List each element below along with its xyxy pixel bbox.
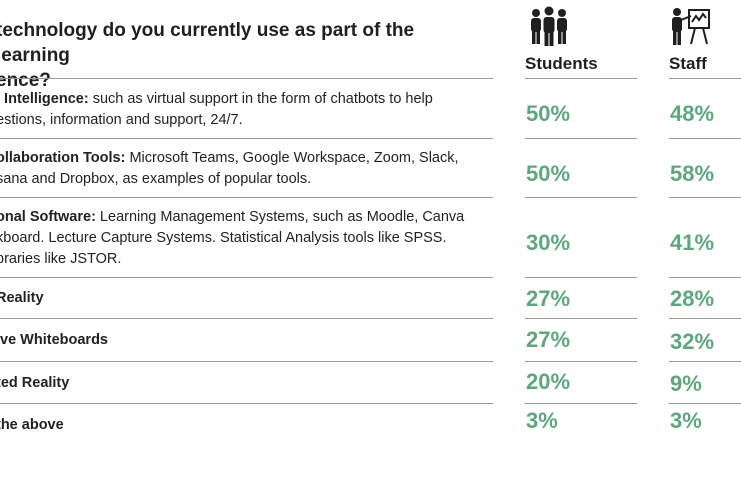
- staff-percent: 3%: [670, 408, 702, 433]
- row-divider: [0, 138, 493, 139]
- row-divider: [525, 318, 637, 319]
- row-divider: [669, 277, 741, 278]
- row-divider: [0, 277, 493, 278]
- row-divider: [0, 318, 493, 319]
- row-divider: [0, 403, 493, 404]
- row-text: onal Software: Learning Management Syste…: [0, 207, 481, 270]
- presenter-at-board-icon: [672, 8, 710, 45]
- row-divider: [669, 361, 741, 362]
- row-divider: [669, 403, 741, 404]
- row-divider: [525, 361, 637, 362]
- header-divider-staff: [669, 78, 741, 79]
- row-divider: [669, 138, 741, 139]
- group-people-icon: [531, 6, 567, 46]
- staff-percent: 28%: [670, 286, 715, 311]
- row-title: onal Software:: [0, 209, 96, 225]
- row-divider: [525, 138, 637, 139]
- header-divider: [0, 78, 493, 79]
- header-divider-students: [525, 78, 637, 79]
- row-description: Learning Management Systems, such as Moo…: [0, 209, 465, 267]
- staff-percent: 41%: [670, 230, 715, 255]
- students-percent: 27%: [526, 286, 571, 311]
- row-title: ive Whiteboards: [0, 332, 108, 348]
- row-divider: [669, 197, 741, 198]
- row-text: the above: [0, 415, 481, 436]
- students-percent: 20%: [526, 369, 571, 394]
- staff-column-header: Staff: [669, 54, 707, 73]
- row-divider: [0, 361, 493, 362]
- students-percent: 50%: [526, 161, 571, 186]
- students-percent: 27%: [526, 327, 571, 352]
- row-title: ollaboration Tools:: [0, 150, 126, 166]
- row-title: Reality: [0, 290, 44, 306]
- row-text: ted Reality: [0, 373, 481, 394]
- row-divider: [525, 403, 637, 404]
- row-divider: [525, 197, 637, 198]
- row-description: Microsoft Teams, Google Workspace, Zoom,…: [0, 150, 459, 187]
- row-text: ive Whiteboards: [0, 330, 481, 351]
- row-title: l Intelligence:: [0, 91, 89, 107]
- students-percent: 50%: [526, 101, 571, 126]
- row-divider: [0, 197, 493, 198]
- staff-percent: 9%: [670, 371, 702, 396]
- students-column-header: Students: [525, 54, 598, 73]
- row-divider: [669, 318, 741, 319]
- staff-percent: 48%: [670, 101, 715, 126]
- row-text: Reality: [0, 288, 481, 309]
- row-title: the above: [0, 417, 64, 433]
- row-title: ted Reality: [0, 375, 70, 391]
- question-title: technology do you currently use as part …: [0, 20, 415, 91]
- row-description: such as virtual support in the form of c…: [0, 91, 433, 128]
- students-percent: 30%: [526, 230, 571, 255]
- staff-percent: 32%: [670, 329, 715, 354]
- staff-percent: 58%: [670, 161, 715, 186]
- row-text: ollaboration Tools: Microsoft Teams, Goo…: [0, 148, 481, 190]
- students-percent: 3%: [526, 408, 558, 433]
- row-text: l Intelligence: such as virtual support …: [0, 89, 481, 131]
- row-divider: [525, 277, 637, 278]
